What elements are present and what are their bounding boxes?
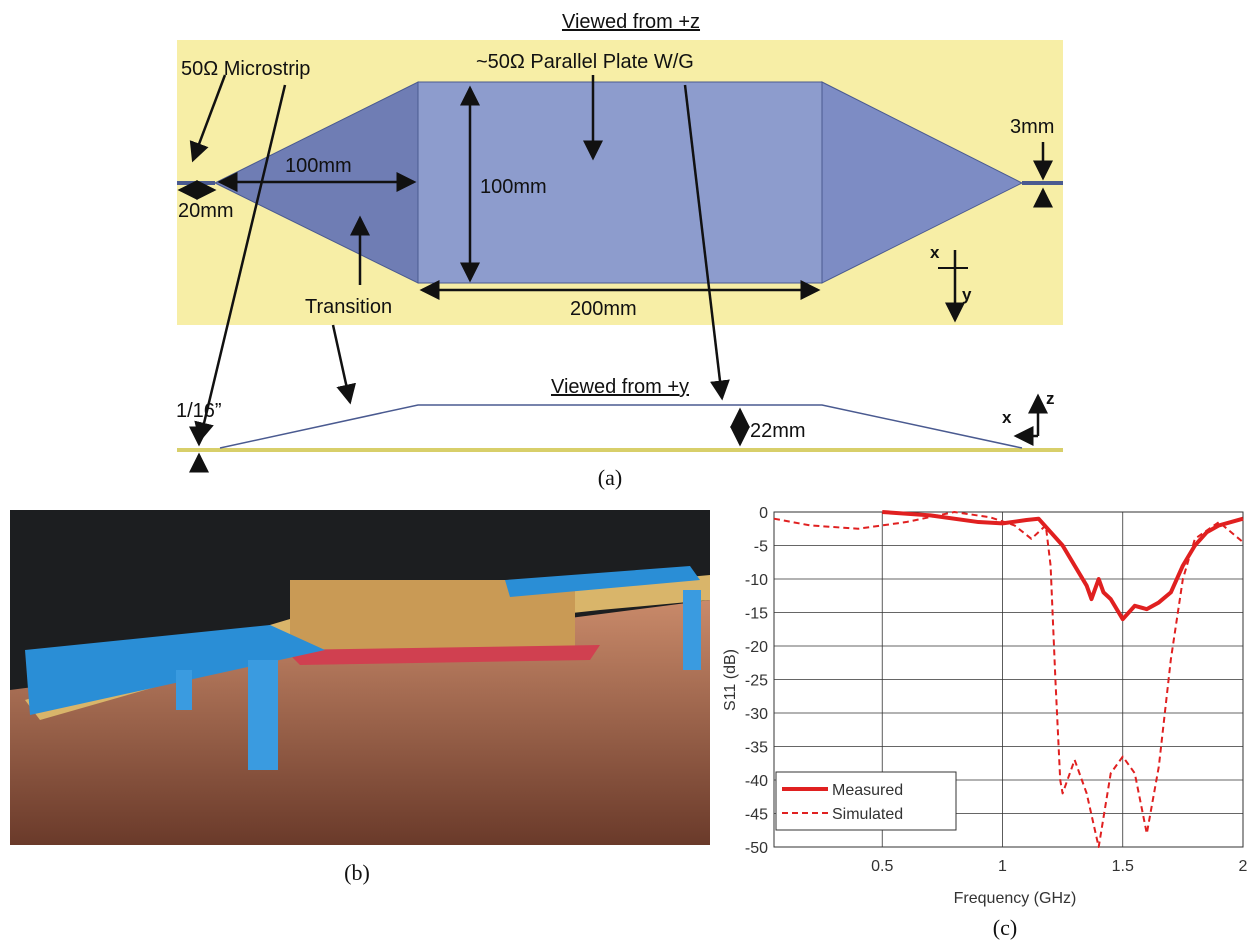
y-tick-label: -20 xyxy=(745,639,768,656)
axis-label: x xyxy=(1002,408,1012,427)
y-tick-label: 0 xyxy=(759,505,768,522)
label: 50Ω Microstrip xyxy=(181,58,310,80)
y-tick-label: -15 xyxy=(745,606,768,623)
diagram-a-side: Viewed from +y 1/16” 22mm x z (a) xyxy=(176,376,1063,490)
plate-profile xyxy=(220,405,1022,448)
legend-label: Measured xyxy=(832,782,903,799)
label: 22mm xyxy=(750,420,806,442)
axis-label: x xyxy=(930,243,940,262)
y-axis-label: S11 (dB) xyxy=(722,649,739,711)
y-tick-label: -5 xyxy=(754,539,768,556)
caption: (c) xyxy=(993,915,1017,940)
y-tick-label: -10 xyxy=(745,572,768,589)
photo-b: (b) xyxy=(10,510,710,885)
caption: (a) xyxy=(598,465,622,490)
y-tick-label: -30 xyxy=(745,706,768,723)
x-tick-label: 2 xyxy=(1239,858,1248,875)
label: ~50Ω Parallel Plate W/G xyxy=(476,51,694,73)
post xyxy=(176,670,192,710)
axis-label: z xyxy=(1046,389,1055,408)
x-axis-label: Frequency (GHz) xyxy=(954,890,1077,907)
x-tick-label: 1.5 xyxy=(1112,858,1134,875)
label: 200mm xyxy=(570,298,637,320)
legend-label: Simulated xyxy=(832,806,903,823)
label: 1/16” xyxy=(176,400,222,422)
arrow xyxy=(333,325,350,402)
axis-label: y xyxy=(962,285,972,304)
label: 100mm xyxy=(480,176,547,198)
y-tick-label: -40 xyxy=(745,773,768,790)
view-label: Viewed from +z xyxy=(562,11,700,33)
post xyxy=(248,660,278,770)
caption: (b) xyxy=(344,860,370,885)
x-tick-label: 1 xyxy=(998,858,1007,875)
substrate xyxy=(177,448,1063,452)
label: Transition xyxy=(305,296,392,318)
label: 100mm xyxy=(285,155,352,177)
post xyxy=(683,590,701,670)
y-tick-label: -35 xyxy=(745,740,768,757)
label: 3mm xyxy=(1010,116,1054,138)
y-tick-label: -25 xyxy=(745,673,768,690)
x-tick-label: 0.5 xyxy=(871,858,893,875)
figure: Viewed from +z 50Ω Microstrip ~50Ω Paral… xyxy=(0,0,1255,944)
y-tick-label: -45 xyxy=(745,807,768,824)
label: 20mm xyxy=(178,200,234,222)
chart-c: Frequency (GHz) S11 (dB) (c) 0 -5 -10 -15 -2… xyxy=(722,505,1248,940)
y-tick-label: -50 xyxy=(745,840,768,857)
parallel-plate xyxy=(418,82,822,283)
view-label: Viewed from +y xyxy=(551,376,689,398)
